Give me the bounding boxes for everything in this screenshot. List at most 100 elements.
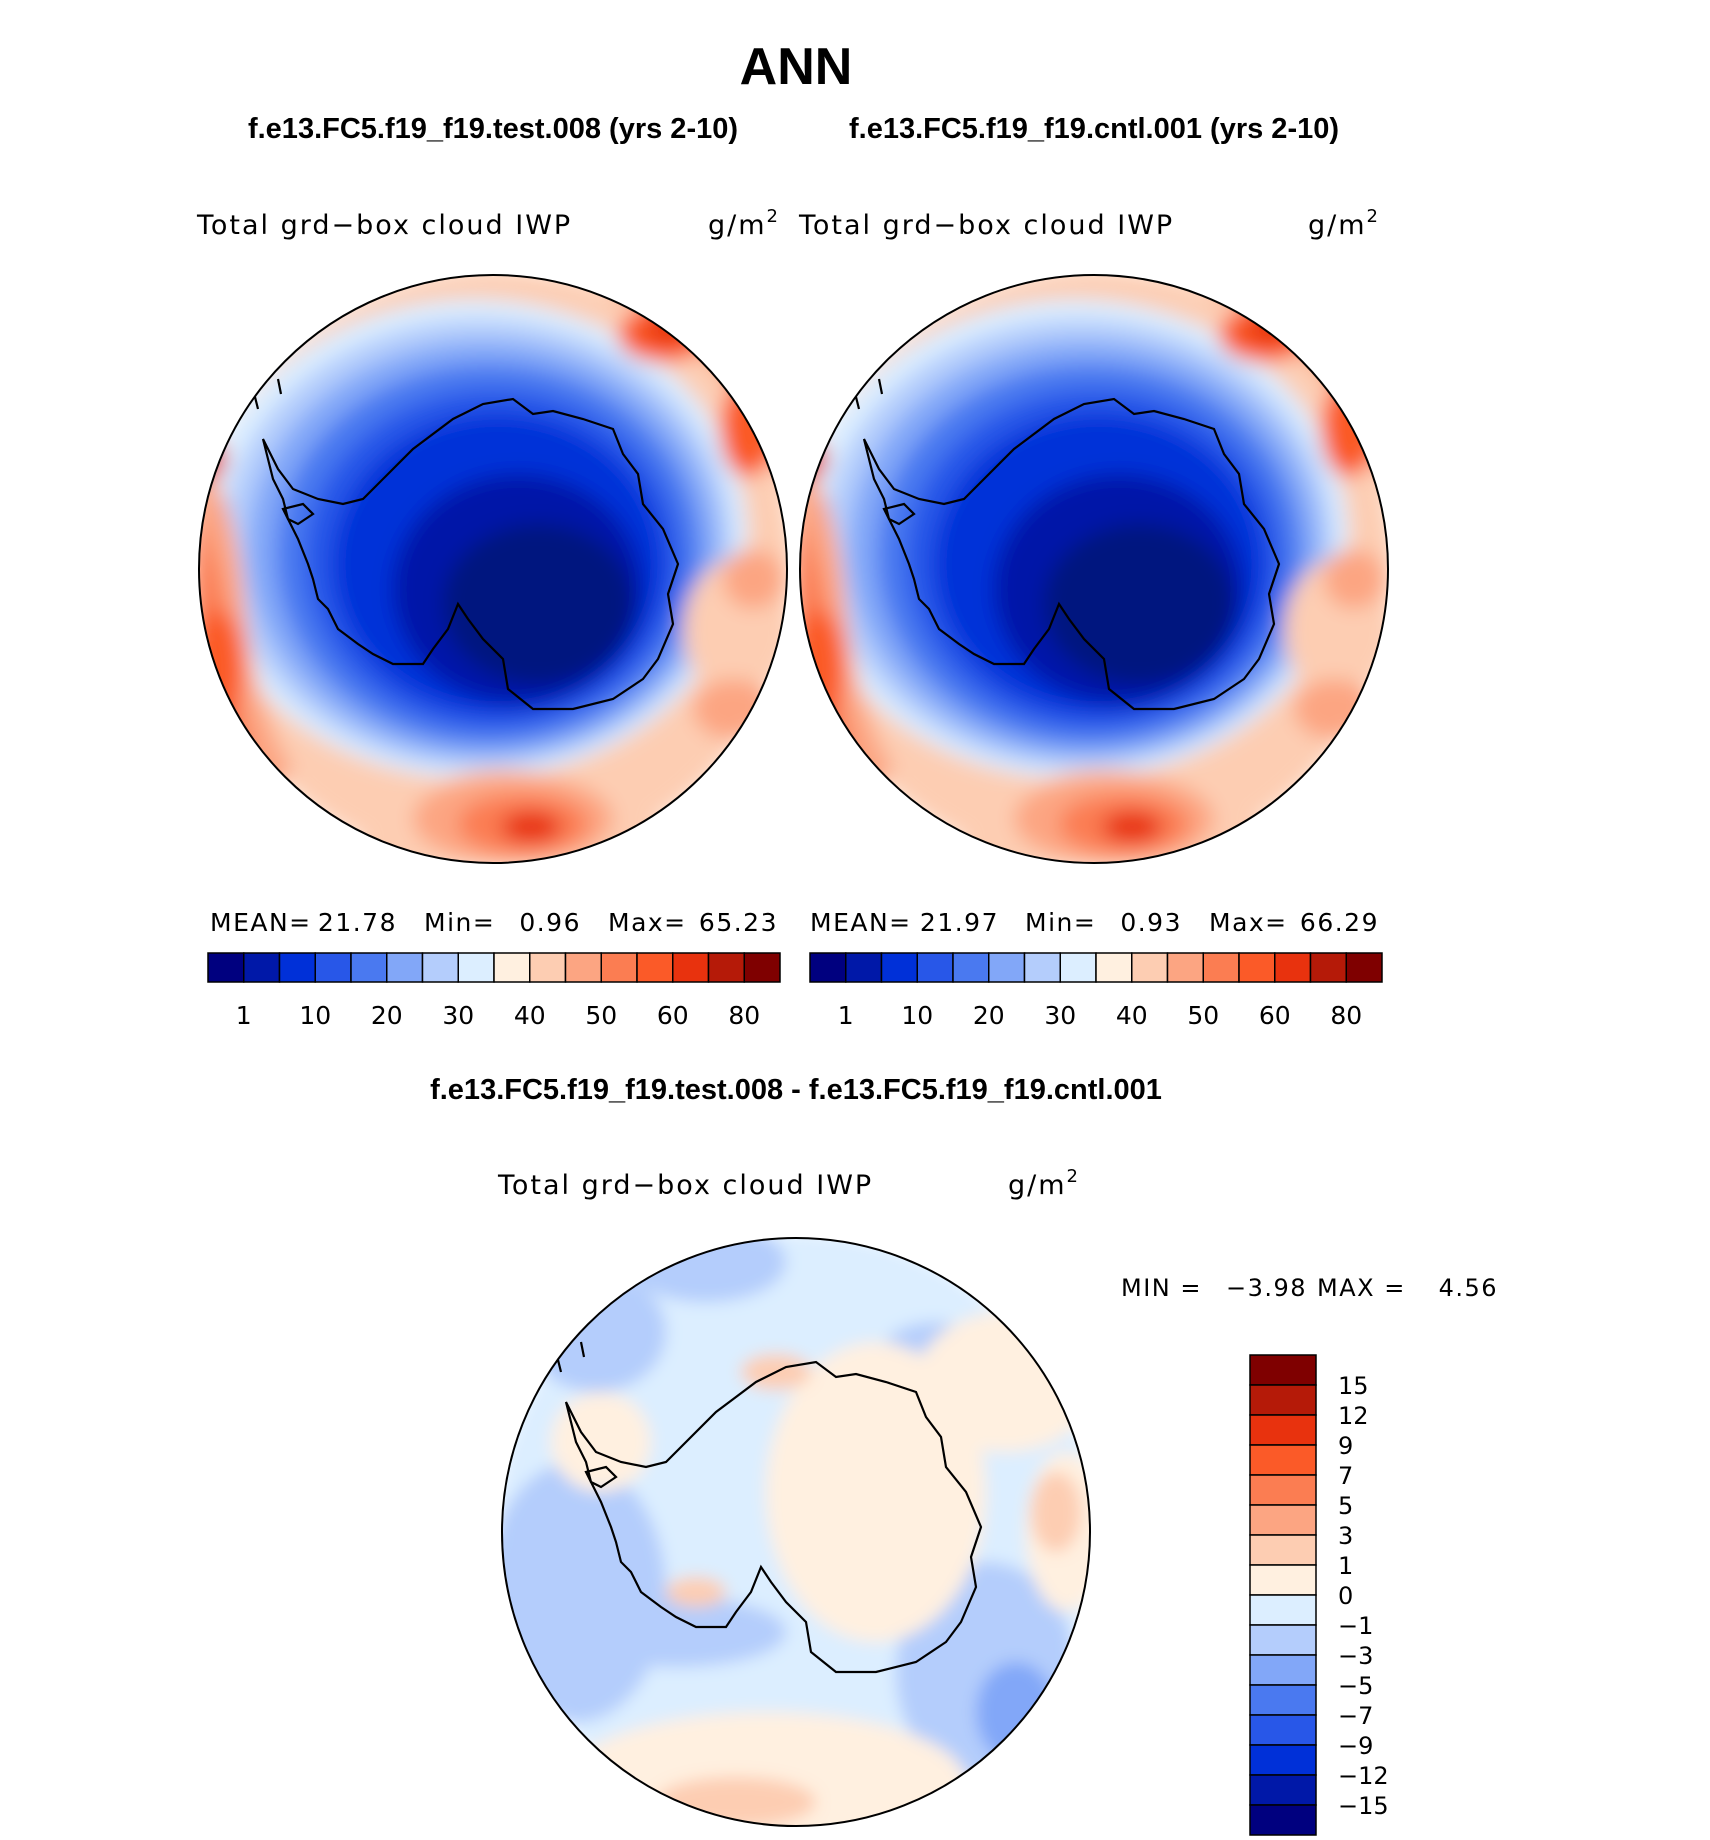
difference-colorbar-tick-label: 15	[1338, 1372, 1369, 1400]
control-colorbar-tick-label: 10	[901, 1001, 933, 1030]
diff-min-label: MIN =	[1121, 1274, 1202, 1302]
difference-colorbar-tick-label: −1	[1338, 1612, 1373, 1640]
difference-colorbar-box	[1249, 1624, 1317, 1656]
test-colorbar: 1 10 20 30 40 50 60 80	[207, 952, 781, 1030]
difference-colorbar-tick-label: 1	[1338, 1552, 1353, 1580]
difference-colorbar-box	[1249, 1474, 1317, 1506]
test-colorbar-box	[493, 952, 531, 983]
test-colorbar-box	[421, 952, 459, 983]
test-colorbar-tick-label: 1	[236, 1001, 252, 1030]
control-map-border	[799, 274, 1389, 864]
difference-stats: MIN = −3.98 MAX = 4.56	[1121, 1274, 1498, 1302]
difference-colorbar-box	[1249, 1534, 1317, 1566]
test-colorbar-box	[278, 952, 316, 983]
control-colorbar-box	[880, 952, 918, 983]
control-colorbar-box	[988, 952, 1026, 983]
difference-colorbar-box	[1249, 1804, 1317, 1836]
control-max-label: Max=	[1209, 908, 1288, 937]
difference-colorbar-tick-label: 12	[1338, 1402, 1369, 1430]
test-colorbar-tick-label: 50	[585, 1001, 617, 1030]
control-colorbar-tick-label: 50	[1187, 1001, 1219, 1030]
test-colorbar-box	[314, 952, 352, 983]
test-colorbar-box	[636, 952, 674, 983]
difference-colorbar-box	[1249, 1654, 1317, 1686]
test-units: g/m2	[708, 206, 780, 241]
difference-polar-map	[502, 1238, 1090, 1826]
test-colorbar-tick-label: 10	[299, 1001, 331, 1030]
test-polar-map	[199, 275, 787, 863]
test-case-title: f.e13.FC5.f19_f19.test.008 (yrs 2-10)	[248, 113, 738, 145]
difference-colorbar-tick-label: −5	[1338, 1672, 1373, 1700]
diff-min-value: −3.98	[1226, 1274, 1307, 1302]
difference-colorbar-tick-label: −7	[1338, 1702, 1373, 1730]
diff-max-label: MAX =	[1317, 1274, 1406, 1302]
test-colorbar-box	[529, 952, 567, 983]
control-colorbar-box	[1166, 952, 1204, 983]
control-polar-map	[800, 275, 1388, 863]
difference-title: f.e13.FC5.f19_f19.test.008 - f.e13.FC5.f…	[430, 1074, 1162, 1106]
control-colorbar-box	[916, 952, 954, 983]
control-colorbar-box	[1345, 952, 1383, 983]
control-colorbar-box	[1309, 952, 1347, 983]
control-stats: MEAN= 21.97 Min= 0.93 Max= 66.29	[810, 908, 1379, 937]
control-max-value: 66.29	[1300, 908, 1379, 937]
test-colorbar-box	[243, 952, 281, 983]
control-case-title: f.e13.FC5.f19_f19.cntl.001 (yrs 2-10)	[849, 113, 1339, 145]
difference-colorbar-box	[1249, 1684, 1317, 1716]
difference-colorbar-box	[1249, 1384, 1317, 1416]
test-mean-value: 21.78	[318, 908, 397, 937]
control-colorbar-tick-label: 20	[973, 1001, 1005, 1030]
control-min-label: Min=	[1025, 908, 1096, 937]
control-min-value: 0.93	[1120, 908, 1182, 937]
test-colorbar-box	[564, 952, 602, 983]
difference-colorbar-tick-label: −9	[1338, 1732, 1373, 1760]
test-max-label: Max=	[608, 908, 687, 937]
control-colorbar-tick-label: 60	[1259, 1001, 1291, 1030]
control-mean-label: MEAN=	[810, 908, 912, 937]
difference-colorbar-box	[1249, 1744, 1317, 1776]
diff-units: g/m2	[1008, 1166, 1080, 1201]
test-colorbar-box	[672, 952, 710, 983]
test-colorbar-box	[350, 952, 388, 983]
test-mean-label: MEAN=	[210, 908, 312, 937]
test-max-value: 65.23	[699, 908, 778, 937]
diff-variable-title: Total grd−box cloud IWP	[497, 1170, 873, 1201]
difference-colorbar-tick-label: 7	[1338, 1462, 1353, 1490]
control-colorbar-box	[1131, 952, 1169, 983]
test-colorbar-box	[386, 952, 424, 983]
control-units: g/m2	[1308, 206, 1380, 241]
difference-colorbar-box	[1249, 1414, 1317, 1446]
difference-colorbar-tick-label: 3	[1338, 1522, 1353, 1550]
test-stats: MEAN= 21.78 Min= 0.96 Max= 65.23	[210, 908, 778, 937]
difference-map-border	[501, 1237, 1091, 1827]
test-colorbar-tick-label: 40	[514, 1001, 546, 1030]
test-min-value: 0.96	[519, 908, 581, 937]
test-colorbar-box	[457, 952, 495, 983]
control-colorbar-box	[845, 952, 883, 983]
difference-colorbar-box	[1249, 1594, 1317, 1626]
difference-colorbar-tick-label: −15	[1338, 1792, 1389, 1820]
test-colorbar-box	[743, 952, 781, 983]
difference-colorbar-tick-label: 9	[1338, 1432, 1353, 1460]
control-colorbar-box	[809, 952, 847, 983]
difference-colorbar-box	[1249, 1774, 1317, 1806]
difference-colorbar-box	[1249, 1504, 1317, 1536]
control-variable-title: Total grd−box cloud IWP	[798, 210, 1174, 241]
control-colorbar-box	[1095, 952, 1133, 983]
test-colorbar-box	[600, 952, 638, 983]
difference-colorbar-tick-label: 0	[1338, 1582, 1353, 1610]
difference-colorbar-tick-label: 5	[1338, 1492, 1353, 1520]
test-min-label: Min=	[424, 908, 495, 937]
diff-max-value: 4.56	[1439, 1274, 1498, 1302]
test-colorbar-box	[707, 952, 745, 983]
control-colorbar-box	[1023, 952, 1061, 983]
control-mean-value: 21.97	[920, 908, 999, 937]
test-colorbar-tick-label: 60	[657, 1001, 689, 1030]
control-colorbar-tick-label: 40	[1116, 1001, 1148, 1030]
difference-colorbar-box	[1249, 1354, 1317, 1386]
control-colorbar: 1 10 20 30 40 50 60 80	[809, 952, 1383, 1030]
season-title: ANN	[740, 38, 853, 96]
difference-colorbar-box	[1249, 1714, 1317, 1746]
